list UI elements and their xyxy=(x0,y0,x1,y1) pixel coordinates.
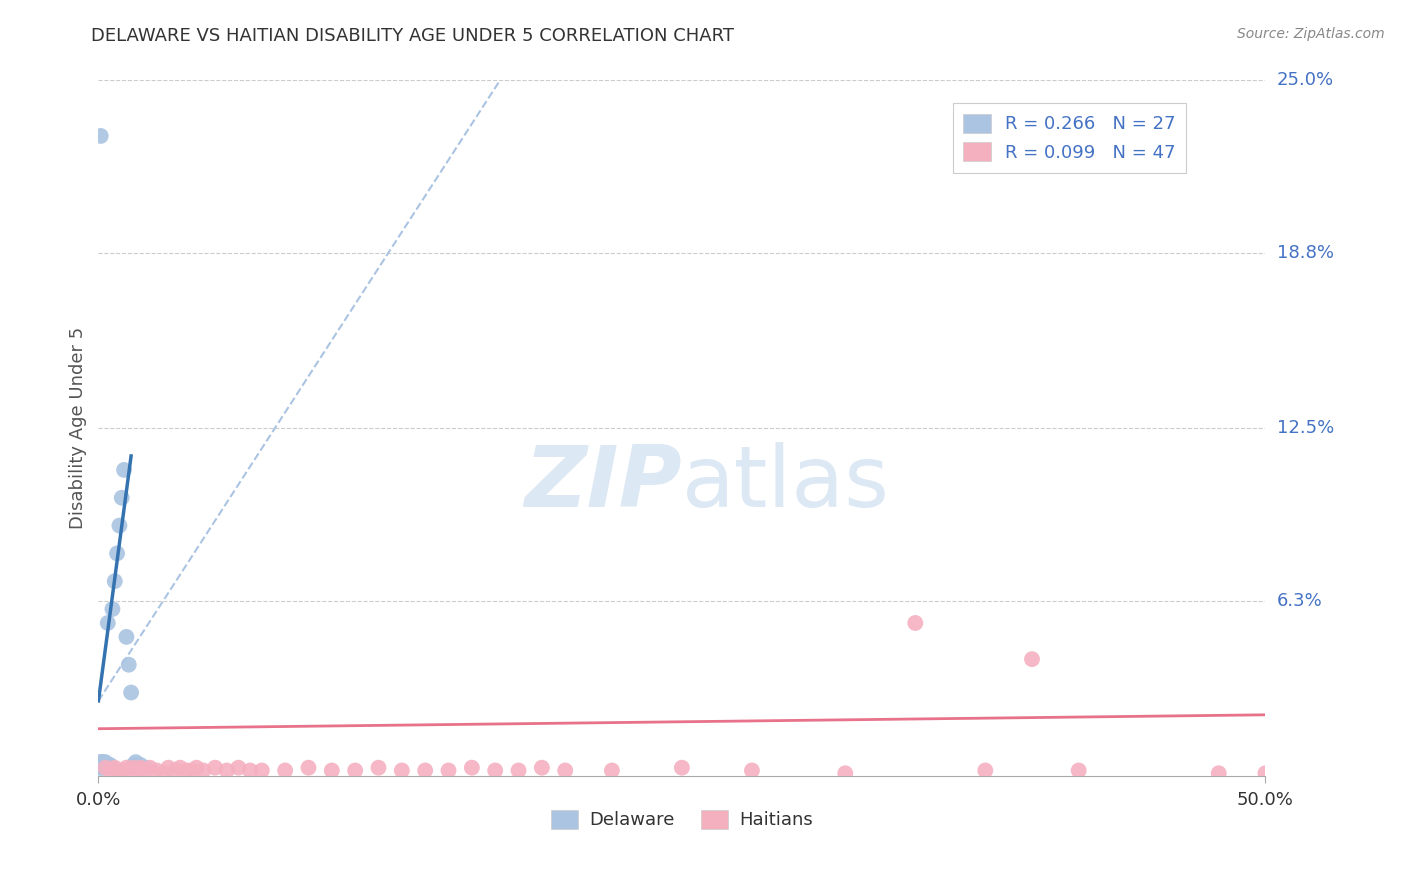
Point xyxy=(94,761,117,775)
Point xyxy=(104,574,127,589)
Point xyxy=(180,764,202,778)
Point xyxy=(105,764,128,778)
Legend: Delaware, Haitians: Delaware, Haitians xyxy=(544,803,820,837)
Point xyxy=(554,764,576,778)
Point xyxy=(127,764,149,778)
Point xyxy=(1067,764,1090,778)
Point xyxy=(530,761,553,775)
Point xyxy=(250,764,273,778)
Point xyxy=(152,766,174,780)
Point xyxy=(176,764,198,778)
Point xyxy=(367,761,389,775)
Point xyxy=(1254,766,1277,780)
Point xyxy=(111,491,134,505)
Point xyxy=(90,758,112,772)
Point xyxy=(741,764,763,778)
Point xyxy=(94,761,117,775)
Point xyxy=(974,764,997,778)
Point xyxy=(239,764,262,778)
Point xyxy=(391,764,413,778)
Point xyxy=(437,764,460,778)
Point xyxy=(115,761,138,775)
Point xyxy=(98,764,121,778)
Point xyxy=(122,758,145,772)
Point xyxy=(94,755,117,769)
Text: 12.5%: 12.5% xyxy=(1277,419,1334,437)
Text: Source: ZipAtlas.com: Source: ZipAtlas.com xyxy=(1237,27,1385,41)
Point xyxy=(125,755,148,769)
Point xyxy=(600,764,623,778)
Text: ZIP: ZIP xyxy=(524,442,682,525)
Point xyxy=(112,463,135,477)
Point xyxy=(344,764,367,778)
Point xyxy=(129,758,152,772)
Point xyxy=(97,615,120,630)
Point xyxy=(461,761,484,775)
Point xyxy=(274,764,297,778)
Point xyxy=(484,764,506,778)
Point xyxy=(108,518,131,533)
Point xyxy=(165,764,187,778)
Point xyxy=(91,761,114,775)
Point xyxy=(90,758,112,772)
Point xyxy=(215,764,238,778)
Point xyxy=(129,761,152,775)
Point xyxy=(90,755,112,769)
Point xyxy=(122,761,145,775)
Point xyxy=(508,764,530,778)
Point xyxy=(90,761,112,775)
Point xyxy=(413,764,436,778)
Point xyxy=(228,761,250,775)
Point xyxy=(139,761,162,775)
Point xyxy=(671,761,693,775)
Text: DELAWARE VS HAITIAN DISABILITY AGE UNDER 5 CORRELATION CHART: DELAWARE VS HAITIAN DISABILITY AGE UNDER… xyxy=(91,27,734,45)
Text: atlas: atlas xyxy=(682,442,890,525)
Text: 25.0%: 25.0% xyxy=(1277,71,1334,89)
Point xyxy=(98,758,121,772)
Point xyxy=(118,764,141,778)
Point xyxy=(157,761,180,775)
Point xyxy=(1021,652,1043,666)
Point xyxy=(115,630,138,644)
Point xyxy=(297,761,319,775)
Point xyxy=(91,758,114,772)
Point xyxy=(91,755,114,769)
Point xyxy=(120,685,142,699)
Point xyxy=(101,602,124,616)
Point xyxy=(834,766,856,780)
Point xyxy=(134,764,156,778)
Point xyxy=(321,764,343,778)
Text: 6.3%: 6.3% xyxy=(1277,591,1322,610)
Point xyxy=(204,761,226,775)
Point xyxy=(146,764,169,778)
Point xyxy=(193,764,215,778)
Text: 18.8%: 18.8% xyxy=(1277,244,1333,262)
Point xyxy=(105,546,128,560)
Point xyxy=(169,761,191,775)
Point xyxy=(134,761,156,775)
Point xyxy=(904,615,927,630)
Point xyxy=(1208,766,1230,780)
Point xyxy=(89,761,111,775)
Point xyxy=(104,761,127,775)
Point xyxy=(186,761,208,775)
Point xyxy=(118,657,141,672)
Point xyxy=(111,764,134,778)
Point xyxy=(90,128,112,143)
Y-axis label: Disability Age Under 5: Disability Age Under 5 xyxy=(69,327,87,529)
Point xyxy=(90,755,112,769)
